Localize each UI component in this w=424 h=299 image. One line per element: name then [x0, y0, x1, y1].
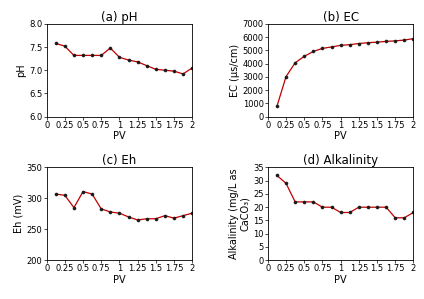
- Title: (a) pH: (a) pH: [101, 11, 138, 24]
- X-axis label: PV: PV: [113, 275, 126, 285]
- Title: (d) Alkalinity: (d) Alkalinity: [303, 155, 378, 167]
- Y-axis label: pH: pH: [17, 63, 26, 77]
- X-axis label: PV: PV: [113, 131, 126, 141]
- Y-axis label: EC (μs/cm): EC (μs/cm): [230, 44, 240, 97]
- Title: (c) Eh: (c) Eh: [102, 155, 137, 167]
- X-axis label: PV: PV: [334, 275, 347, 285]
- Y-axis label: Eh (mV): Eh (mV): [14, 194, 24, 234]
- X-axis label: PV: PV: [334, 131, 347, 141]
- Y-axis label: Alkalinity (mg/L as
CaCO₃): Alkalinity (mg/L as CaCO₃): [229, 169, 250, 259]
- Title: (b) EC: (b) EC: [323, 11, 359, 24]
